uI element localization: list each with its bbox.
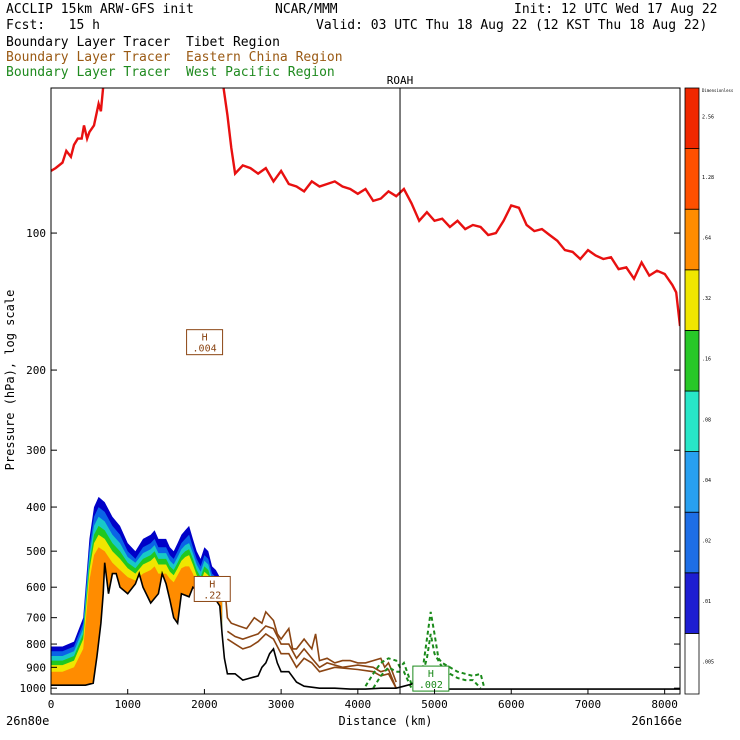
y-tick-label-1: 200 [26, 364, 46, 377]
tracer-line-tibet: Boundary Layer Tracer Tibet Region [6, 35, 280, 50]
max-label-text-0-1: .004 [193, 344, 217, 355]
colorbar-tick-label-2: .02 [702, 539, 711, 545]
colorbar-swatch-5 [684, 329, 700, 392]
y-tick-label-7: 800 [26, 638, 46, 651]
y-tick-label-9: 1000 [20, 682, 47, 695]
colorbar-tick-label-0: .005 [702, 660, 714, 666]
colorbar-tick-label-6: .32 [702, 296, 711, 302]
east-china-contour-2 [226, 632, 397, 689]
roah-marker-label: ROAH [387, 74, 414, 87]
tibet-tracer-band-5 [51, 547, 223, 686]
colorbar-swatch-6 [684, 269, 700, 331]
colorbar-tick-label-4: .08 [702, 417, 711, 423]
tracer-line-east-china: Boundary Layer Tracer Eastern China Regi… [6, 50, 343, 65]
x-endpoint-left: 26n80e [6, 714, 49, 728]
east-china-contour-1 [226, 625, 397, 689]
init-time: Init: 12 UTC Wed 17 Aug 22 [514, 2, 718, 17]
colorbar-swatch-2 [684, 511, 700, 574]
colorbar-tick-label-5: .16 [702, 357, 711, 363]
colorbar-tick-label-1: .01 [702, 599, 711, 605]
colorbar-swatch-7 [684, 208, 700, 271]
colorbar-swatch-4 [684, 390, 700, 452]
west-pacific-contour-1 [372, 633, 482, 690]
colorbar-title: Dimensionless [702, 88, 734, 93]
max-label-text-2-0: H [428, 669, 434, 680]
y-tick-label-4: 500 [26, 545, 46, 558]
org-label: NCAR/MMM [275, 2, 338, 17]
max-label-box-2 [412, 665, 450, 692]
tibet-tracer-outline [51, 562, 680, 690]
y-tick-label-8: 900 [26, 661, 46, 674]
x-tick-label-6: 6000 [498, 698, 525, 711]
max-label-text-0-0: H [202, 333, 208, 344]
colorbar: .005 .01 .02 .04 .08 .16 .32 .64 1.28 2.56 Dimensi… [684, 87, 734, 695]
valid-time: Valid: 03 UTC Thu 18 Aug 22 (12 KST Thu … [316, 18, 708, 33]
colorbar-swatch-8 [684, 148, 700, 210]
x-endpoint-right: 26n166e [631, 714, 682, 728]
y-tick-label-2: 300 [26, 444, 46, 457]
max-label-text-1-0: H [209, 579, 215, 590]
x-tick-label-1: 1000 [114, 698, 141, 711]
y-tick-label-5: 600 [26, 581, 46, 594]
max-label-text-2-1: .002 [419, 680, 443, 691]
x-axis-title: Distance (km) [339, 714, 433, 728]
tropopause-line [51, 88, 680, 327]
colorbar-swatch-3 [684, 451, 700, 513]
x-tick-label-2: 2000 [191, 698, 218, 711]
x-tick-label-8: 8000 [651, 698, 678, 711]
y-tick-label-0: 100 [26, 227, 46, 240]
max-label-box-0 [186, 329, 224, 356]
x-tick-label-7: 7000 [575, 698, 602, 711]
contour-layer [51, 88, 680, 690]
plot-frame [50, 87, 681, 695]
colorbar-swatch-0 [684, 633, 700, 695]
west-pacific-contour-0 [364, 611, 486, 689]
tracer-line-west-pacific: Boundary Layer Tracer West Pacific Regio… [6, 65, 335, 80]
colorbar-swatch-9 [684, 87, 700, 149]
colorbar-tick-label-7: .64 [702, 236, 711, 242]
x-tick-label-5: 5000 [421, 698, 448, 711]
east-china-contour-0 [219, 593, 397, 683]
x-tick-label-3: 3000 [268, 698, 295, 711]
forecast-hour: Fcst: 15 h [6, 18, 100, 33]
y-axis-title: Pressure (hPa), log scale [3, 290, 17, 471]
colorbar-tick-label-3: .04 [702, 478, 711, 484]
tracer-fill-layer [51, 496, 223, 686]
model-title: ACCLIP 15km ARW-GFS init [6, 2, 194, 17]
y-tick-label-3: 400 [26, 501, 46, 514]
colorbar-tick-label-8: 1.28 [702, 175, 714, 181]
colorbar-tick-label-9: 2.56 [702, 114, 714, 120]
x-tick-label-4: 4000 [345, 698, 372, 711]
x-tick-label-0: 0 [48, 698, 55, 711]
colorbar-swatch-1 [684, 572, 700, 634]
y-tick-label-6: 700 [26, 612, 46, 625]
max-label-box-1 [193, 575, 231, 602]
max-label-text-1-1: .22 [203, 590, 221, 601]
